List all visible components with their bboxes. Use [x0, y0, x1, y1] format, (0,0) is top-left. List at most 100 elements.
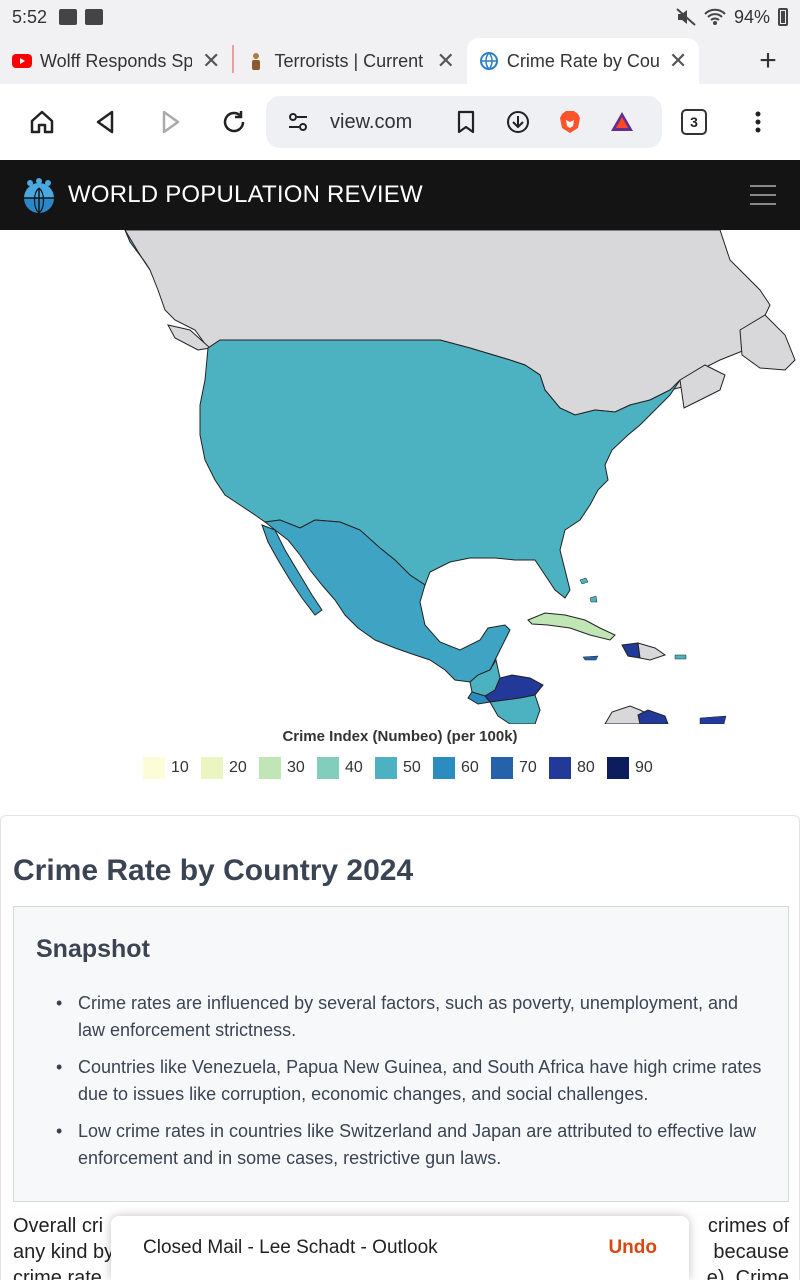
legend-label: 80	[577, 759, 595, 776]
country-venezuela[interactable]	[637, 709, 669, 724]
legend-swatch	[143, 757, 165, 779]
tab-terrorists[interactable]: Terrorists | Current ✕	[234, 38, 466, 84]
new-tab-button[interactable]: +	[759, 44, 777, 77]
back-icon	[96, 110, 114, 134]
legend-label: 90	[635, 759, 653, 776]
snapshot-bullet: Low crime rates in countries like Switze…	[56, 1118, 766, 1172]
legend-label: 30	[287, 759, 305, 776]
menu-button[interactable]	[736, 100, 780, 144]
legend-label: 60	[461, 759, 479, 776]
hamburger-menu-icon[interactable]	[750, 185, 776, 205]
body-text-fragment: because	[713, 1241, 789, 1263]
home-icon	[30, 110, 54, 134]
home-button[interactable]	[20, 100, 64, 144]
tab-title: Wolff Responds Sp	[40, 50, 192, 71]
reload-button[interactable]	[212, 100, 256, 144]
tab-title: Crime Rate by Coun	[506, 50, 659, 71]
site-settings-button[interactable]	[278, 102, 318, 142]
legend-item[interactable]: 70	[491, 757, 541, 779]
country-cuba[interactable]	[527, 612, 616, 641]
island-vancouver[interactable]	[167, 324, 212, 351]
battery-percent: 94%	[733, 6, 770, 27]
legend-item[interactable]: 40	[317, 757, 367, 779]
url-text[interactable]: view.com	[330, 110, 413, 133]
body-text-fragment: any kind by	[13, 1241, 115, 1263]
tab-separator	[232, 45, 235, 73]
country-dominican-republic[interactable]	[637, 642, 667, 661]
forward-icon	[162, 110, 180, 134]
legend-swatch	[375, 757, 397, 779]
toast-message: Closed Mail - Lee Schadt - Outlook	[143, 1237, 438, 1258]
forward-button[interactable]	[148, 100, 192, 144]
tab-crime-rate[interactable]: Crime Rate by Coun ✕	[466, 38, 700, 84]
legend-item[interactable]: 20	[201, 757, 251, 779]
legend-label: 40	[345, 759, 363, 776]
site-header: WORLD POPULATION REVIEW	[0, 160, 800, 230]
legend-swatch	[201, 757, 223, 779]
peninsula-baja-california[interactable]	[261, 524, 323, 616]
wifi-icon	[704, 8, 726, 25]
legend-item[interactable]: 10	[143, 757, 193, 779]
tune-icon	[289, 113, 307, 131]
legend-swatch	[259, 757, 281, 779]
status-right: 94%	[676, 7, 788, 28]
article: Crime Rate by Country 2024 Snapshot Crim…	[0, 815, 800, 1280]
back-button[interactable]	[84, 100, 128, 144]
legend-label: 70	[519, 759, 537, 776]
map-svg	[124, 230, 796, 724]
snapshot-title: Snapshot	[36, 935, 150, 963]
snackbar-toast: Closed Mail - Lee Schadt - Outlook Undo	[111, 1216, 689, 1280]
legend-item[interactable]: 80	[549, 757, 599, 779]
legend-item[interactable]: 90	[607, 757, 657, 779]
country-haiti[interactable]	[621, 642, 641, 659]
body-text-fragment: crimes of	[707, 1215, 789, 1237]
crime-choropleth-map[interactable]	[0, 230, 800, 724]
tab-switcher-button[interactable]: 3	[672, 100, 716, 144]
mute-icon	[676, 8, 696, 26]
country-mexico[interactable]	[263, 519, 511, 683]
battery-icon	[778, 8, 788, 26]
legend-title: Crime Index (Numbeo) (per 100k)	[282, 728, 518, 745]
close-icon[interactable]: ✕	[436, 48, 455, 73]
bookmark-button[interactable]	[446, 102, 486, 142]
undo-button[interactable]: Undo	[608, 1237, 657, 1258]
download-button[interactable]	[498, 102, 538, 142]
territory-puerto-rico[interactable]	[674, 654, 687, 660]
site-name[interactable]: WORLD POPULATION REVIEW	[68, 181, 423, 208]
brave-rewards-button[interactable]	[602, 102, 642, 142]
download-icon	[507, 111, 529, 133]
body-text-fragment: Overall cri	[13, 1215, 104, 1237]
country-canada-east[interactable]	[739, 314, 796, 371]
country-nicaragua[interactable]	[489, 694, 541, 724]
legend-item[interactable]: 60	[433, 757, 483, 779]
globe-icon	[479, 52, 498, 70]
brave-shields-button[interactable]	[550, 102, 590, 142]
country-jamaica[interactable]	[582, 655, 599, 661]
figure-icon	[252, 53, 261, 70]
country-usa-alaska[interactable]	[124, 230, 151, 271]
page-title: Crime Rate by Country 2024	[13, 854, 414, 887]
legend-swatch	[491, 757, 513, 779]
browser-toolbar: view.com 3	[0, 84, 800, 160]
country-canada-maritime[interactable]	[679, 364, 726, 409]
tab-youtube[interactable]: Wolff Responds Sp ✕	[0, 38, 232, 84]
bookmark-icon	[457, 110, 475, 134]
legend-item[interactable]: 30	[259, 757, 309, 779]
url-bar[interactable]: view.com	[266, 96, 662, 148]
brave-lion-icon	[560, 111, 580, 133]
site-logo-globe-icon[interactable]	[20, 176, 58, 214]
youtube-icon	[12, 54, 32, 68]
status-time: 5:52	[12, 6, 48, 27]
more-vert-icon	[755, 111, 761, 133]
legend-item[interactable]: 50	[375, 757, 425, 779]
country-bahamas[interactable]	[579, 577, 598, 603]
rewards-triangle-icon	[611, 112, 633, 131]
close-icon[interactable]: ✕	[668, 48, 688, 73]
legend-label: 50	[403, 759, 421, 776]
country-trinidad[interactable]	[699, 715, 727, 724]
article-body: Overall cri crimes of any kind by because …	[13, 1213, 789, 1280]
close-icon[interactable]: ✕	[202, 48, 221, 73]
country-el-salvador[interactable]	[467, 691, 491, 705]
legend-swatch	[317, 757, 339, 779]
tab-strip: Wolff Responds Sp ✕ Terrorists | Current…	[0, 34, 800, 84]
